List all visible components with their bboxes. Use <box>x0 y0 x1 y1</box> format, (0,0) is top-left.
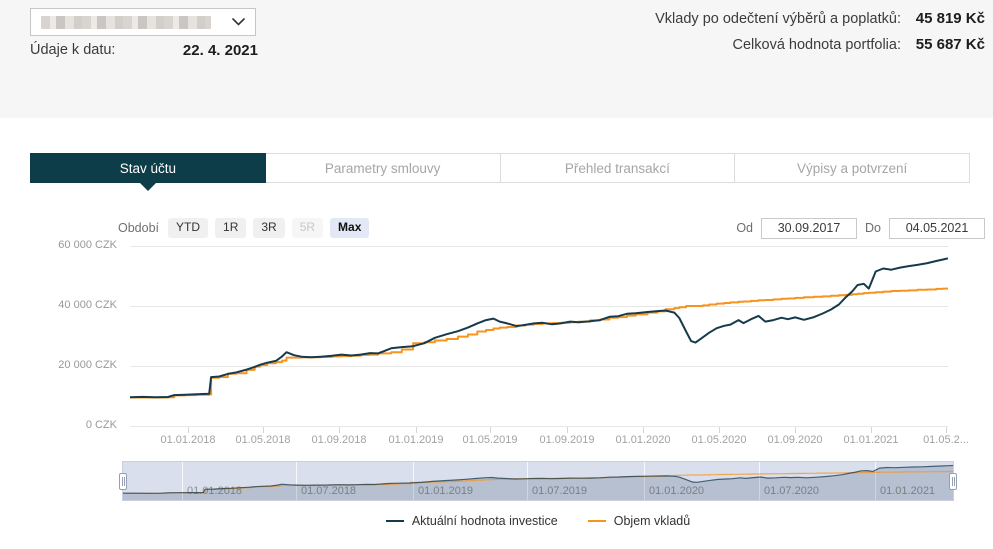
navigator-x-label: 01.01.2021 <box>880 485 935 497</box>
tab-bar: Stav účtu Parametry smlouvy Přehled transa… <box>30 153 970 191</box>
x-axis-tick <box>795 427 796 433</box>
date-to-input[interactable] <box>889 217 985 239</box>
y-axis-label: 40 000 CZK <box>58 299 117 311</box>
navigator-series-plot <box>123 464 953 500</box>
period-button-3r[interactable]: 3R <box>253 218 285 238</box>
gridline-60000 <box>130 246 948 247</box>
summary-row-total: Celková hodnota portfolia: 55 687 Kč <box>655 36 985 62</box>
navigator-gridline <box>644 462 645 500</box>
x-axis-label: 01.01.2019 <box>388 434 444 446</box>
portfolio-summary: Vklady po odečtení výběrů a poplatků: 45… <box>655 10 985 62</box>
series-line-objem-vklad <box>130 287 948 399</box>
x-axis-label: 01.01.2021 <box>843 434 899 446</box>
chart-navigator[interactable]: 01.01.201801.07.201801.01.201901.07.2019… <box>119 461 957 501</box>
account-selector-dropdown[interactable] <box>30 8 256 36</box>
period-button-5r[interactable]: 5R <box>291 218 324 238</box>
date-from-input[interactable] <box>761 217 858 239</box>
header: Údaje k datu: 22. 4. 2021 Vklady po odeč… <box>0 0 993 118</box>
chart-legend: Aktuální hodnota investice Objem vkladů <box>123 514 953 528</box>
x-axis-tick <box>871 427 872 433</box>
legend-label: Aktuální hodnota investice <box>411 514 558 528</box>
legend-line-swatch <box>587 520 606 522</box>
x-axis-tick <box>567 427 568 433</box>
tab-parametry-smlouvy[interactable]: Parametry smlouvy <box>264 153 501 183</box>
navigator-left-handle[interactable] <box>119 473 127 490</box>
x-axis-label: 01.09.2020 <box>767 434 823 446</box>
x-axis-label: 01.01.2018 <box>160 434 216 446</box>
x-axis-tick <box>643 427 644 433</box>
legend-label: Objem vkladů <box>613 514 691 528</box>
tab-v-pisy-a-potvrzen[interactable]: Výpisy a potvrzení <box>734 153 970 183</box>
x-axis-label: 01.05.2018 <box>235 434 291 446</box>
navigator-gridline <box>296 462 297 500</box>
legend-item-objem-vklad[interactable]: Objem vkladů <box>587 514 691 528</box>
gridline-0 <box>130 426 948 427</box>
navigator-right-handle[interactable] <box>949 473 957 490</box>
y-axis-label: 0 CZK <box>85 419 117 431</box>
y-axis-label: 60 000 CZK <box>58 239 117 251</box>
period-button-1r[interactable]: 1R <box>215 218 247 238</box>
date-range: Od Do <box>736 217 985 239</box>
navigator-gridline <box>413 462 414 500</box>
navigator-x-label: 01.07.2019 <box>532 485 587 497</box>
navigator-gridline <box>527 462 528 500</box>
x-axis-label: 01.05.2... <box>923 434 969 446</box>
period-button-group: YTD 1R 3R 5R Max <box>168 218 370 238</box>
x-axis-tick <box>263 427 264 433</box>
portfolio-total-value: 55 687 Kč <box>915 36 985 53</box>
y-axis-label: 20 000 CZK <box>58 359 117 371</box>
navigator-gridline <box>759 462 760 500</box>
portfolio-value-chart: 0 CZK 20 000 CZK 40 000 CZK 60 000 CZK 01.01… <box>0 239 993 450</box>
period-label: Období <box>118 221 160 235</box>
chevron-down-icon <box>232 18 245 26</box>
x-axis-label: 01.09.2018 <box>311 434 367 446</box>
account-selector-redacted-value <box>41 15 211 29</box>
x-axis-tick <box>339 427 340 433</box>
navigator-x-label: 01.01.2019 <box>418 485 473 497</box>
gridline-40000 <box>130 306 948 307</box>
series-line-aktu-ln-hodnota-investice <box>130 257 948 399</box>
x-axis-tick <box>946 427 947 433</box>
x-axis-tick <box>416 427 417 433</box>
x-axis-tick <box>188 427 189 433</box>
deposits-net-label: Vklady po odečtení výběrů a poplatků: <box>655 11 901 27</box>
summary-row-deposits: Vklady po odečtení výběrů a poplatků: 45… <box>655 10 985 36</box>
navigator-area-fill <box>123 465 953 500</box>
period-button-ytd[interactable]: YTD <box>168 218 209 238</box>
navigator-x-label: 01.01.2020 <box>649 485 704 497</box>
x-axis-label: 01.05.2019 <box>462 434 518 446</box>
period-button-max[interactable]: Max <box>330 218 370 238</box>
deposits-net-value: 45 819 Kč <box>915 10 985 27</box>
x-axis-label: 01.05.2020 <box>691 434 747 446</box>
navigator-x-label: 01.07.2020 <box>764 485 819 497</box>
data-date-label: Údaje k datu: <box>30 42 116 58</box>
navigator-x-label: 01.07.2018 <box>301 485 356 497</box>
data-date-value: 22. 4. 2021 <box>182 42 258 59</box>
date-from-label: Od <box>736 221 754 235</box>
tab-p-ehled-transakc[interactable]: Přehled transakcí <box>499 153 736 183</box>
tab-stav-tu[interactable]: Stav účtu <box>30 153 266 191</box>
date-to-label: Do <box>865 221 881 235</box>
x-axis-tick <box>490 427 491 433</box>
x-axis-label: 01.09.2019 <box>539 434 595 446</box>
chart-toolbar: Období YTD 1R 3R 5R Max Od Do <box>118 216 985 240</box>
navigator-gridline <box>182 462 183 500</box>
x-axis-tick <box>719 427 720 433</box>
data-date-row: Údaje k datu: 22. 4. 2021 <box>30 42 258 59</box>
gridline-20000 <box>130 366 948 367</box>
x-axis-label: 01.01.2020 <box>615 434 671 446</box>
legend-line-swatch <box>385 520 404 522</box>
navigator-gridline <box>875 462 876 500</box>
chart-series-plot <box>130 257 948 399</box>
portfolio-total-label: Celková hodnota portfolia: <box>732 37 901 53</box>
legend-item-aktu-ln-hodnota-investice[interactable]: Aktuální hodnota investice <box>385 514 558 528</box>
navigator-line-aktu-ln-hodnota-investice <box>123 464 953 494</box>
